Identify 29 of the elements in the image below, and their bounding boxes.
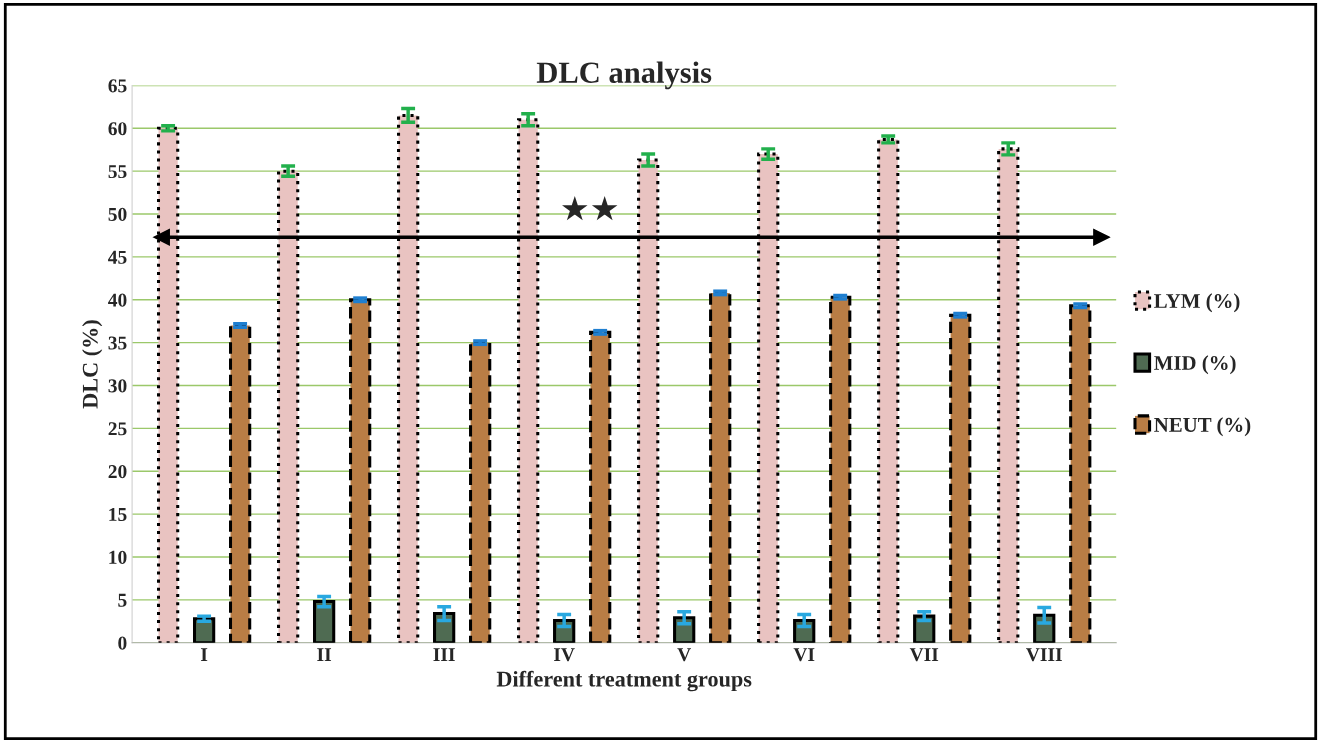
y-tick-label: 0 xyxy=(118,636,127,650)
y-tick-label: 65 xyxy=(108,79,127,93)
x-tick-label: I xyxy=(200,648,208,662)
y-tick-label: 40 xyxy=(108,293,127,307)
chart-title: DLC analysis xyxy=(536,61,712,90)
y-tick-label: 55 xyxy=(108,165,127,179)
x-tick-label: II xyxy=(317,648,332,662)
legend-label: NEUT (%) xyxy=(1154,417,1251,437)
x-tick-label: VII xyxy=(909,648,939,662)
y-tick-label: 5 xyxy=(118,593,127,607)
y-tick-label: 25 xyxy=(108,422,127,436)
legend-label: MID (%) xyxy=(1154,355,1236,375)
y-tick-label: 20 xyxy=(108,465,127,479)
y-tick-label: 60 xyxy=(108,122,127,136)
y-tick-label: 50 xyxy=(108,207,127,221)
y-axis-title: DLC (%) xyxy=(82,320,103,409)
y-tick-label: 35 xyxy=(108,336,127,350)
y-tick-label: 30 xyxy=(108,379,127,393)
x-axis-title: Different treatment groups xyxy=(496,670,752,692)
y-tick-label: 10 xyxy=(109,550,127,564)
annotation: ★★ xyxy=(562,195,618,221)
x-tick-label: V xyxy=(677,648,691,662)
y-tick-label: 15 xyxy=(109,508,127,522)
x-tick-label: VIII xyxy=(1026,648,1062,662)
x-tick-label: III xyxy=(433,648,455,662)
x-tick-label: VI xyxy=(793,648,815,662)
x-tick-label: IV xyxy=(554,648,575,662)
y-tick-label: 45 xyxy=(108,250,127,264)
legend-label: LYM (%) xyxy=(1154,293,1240,313)
